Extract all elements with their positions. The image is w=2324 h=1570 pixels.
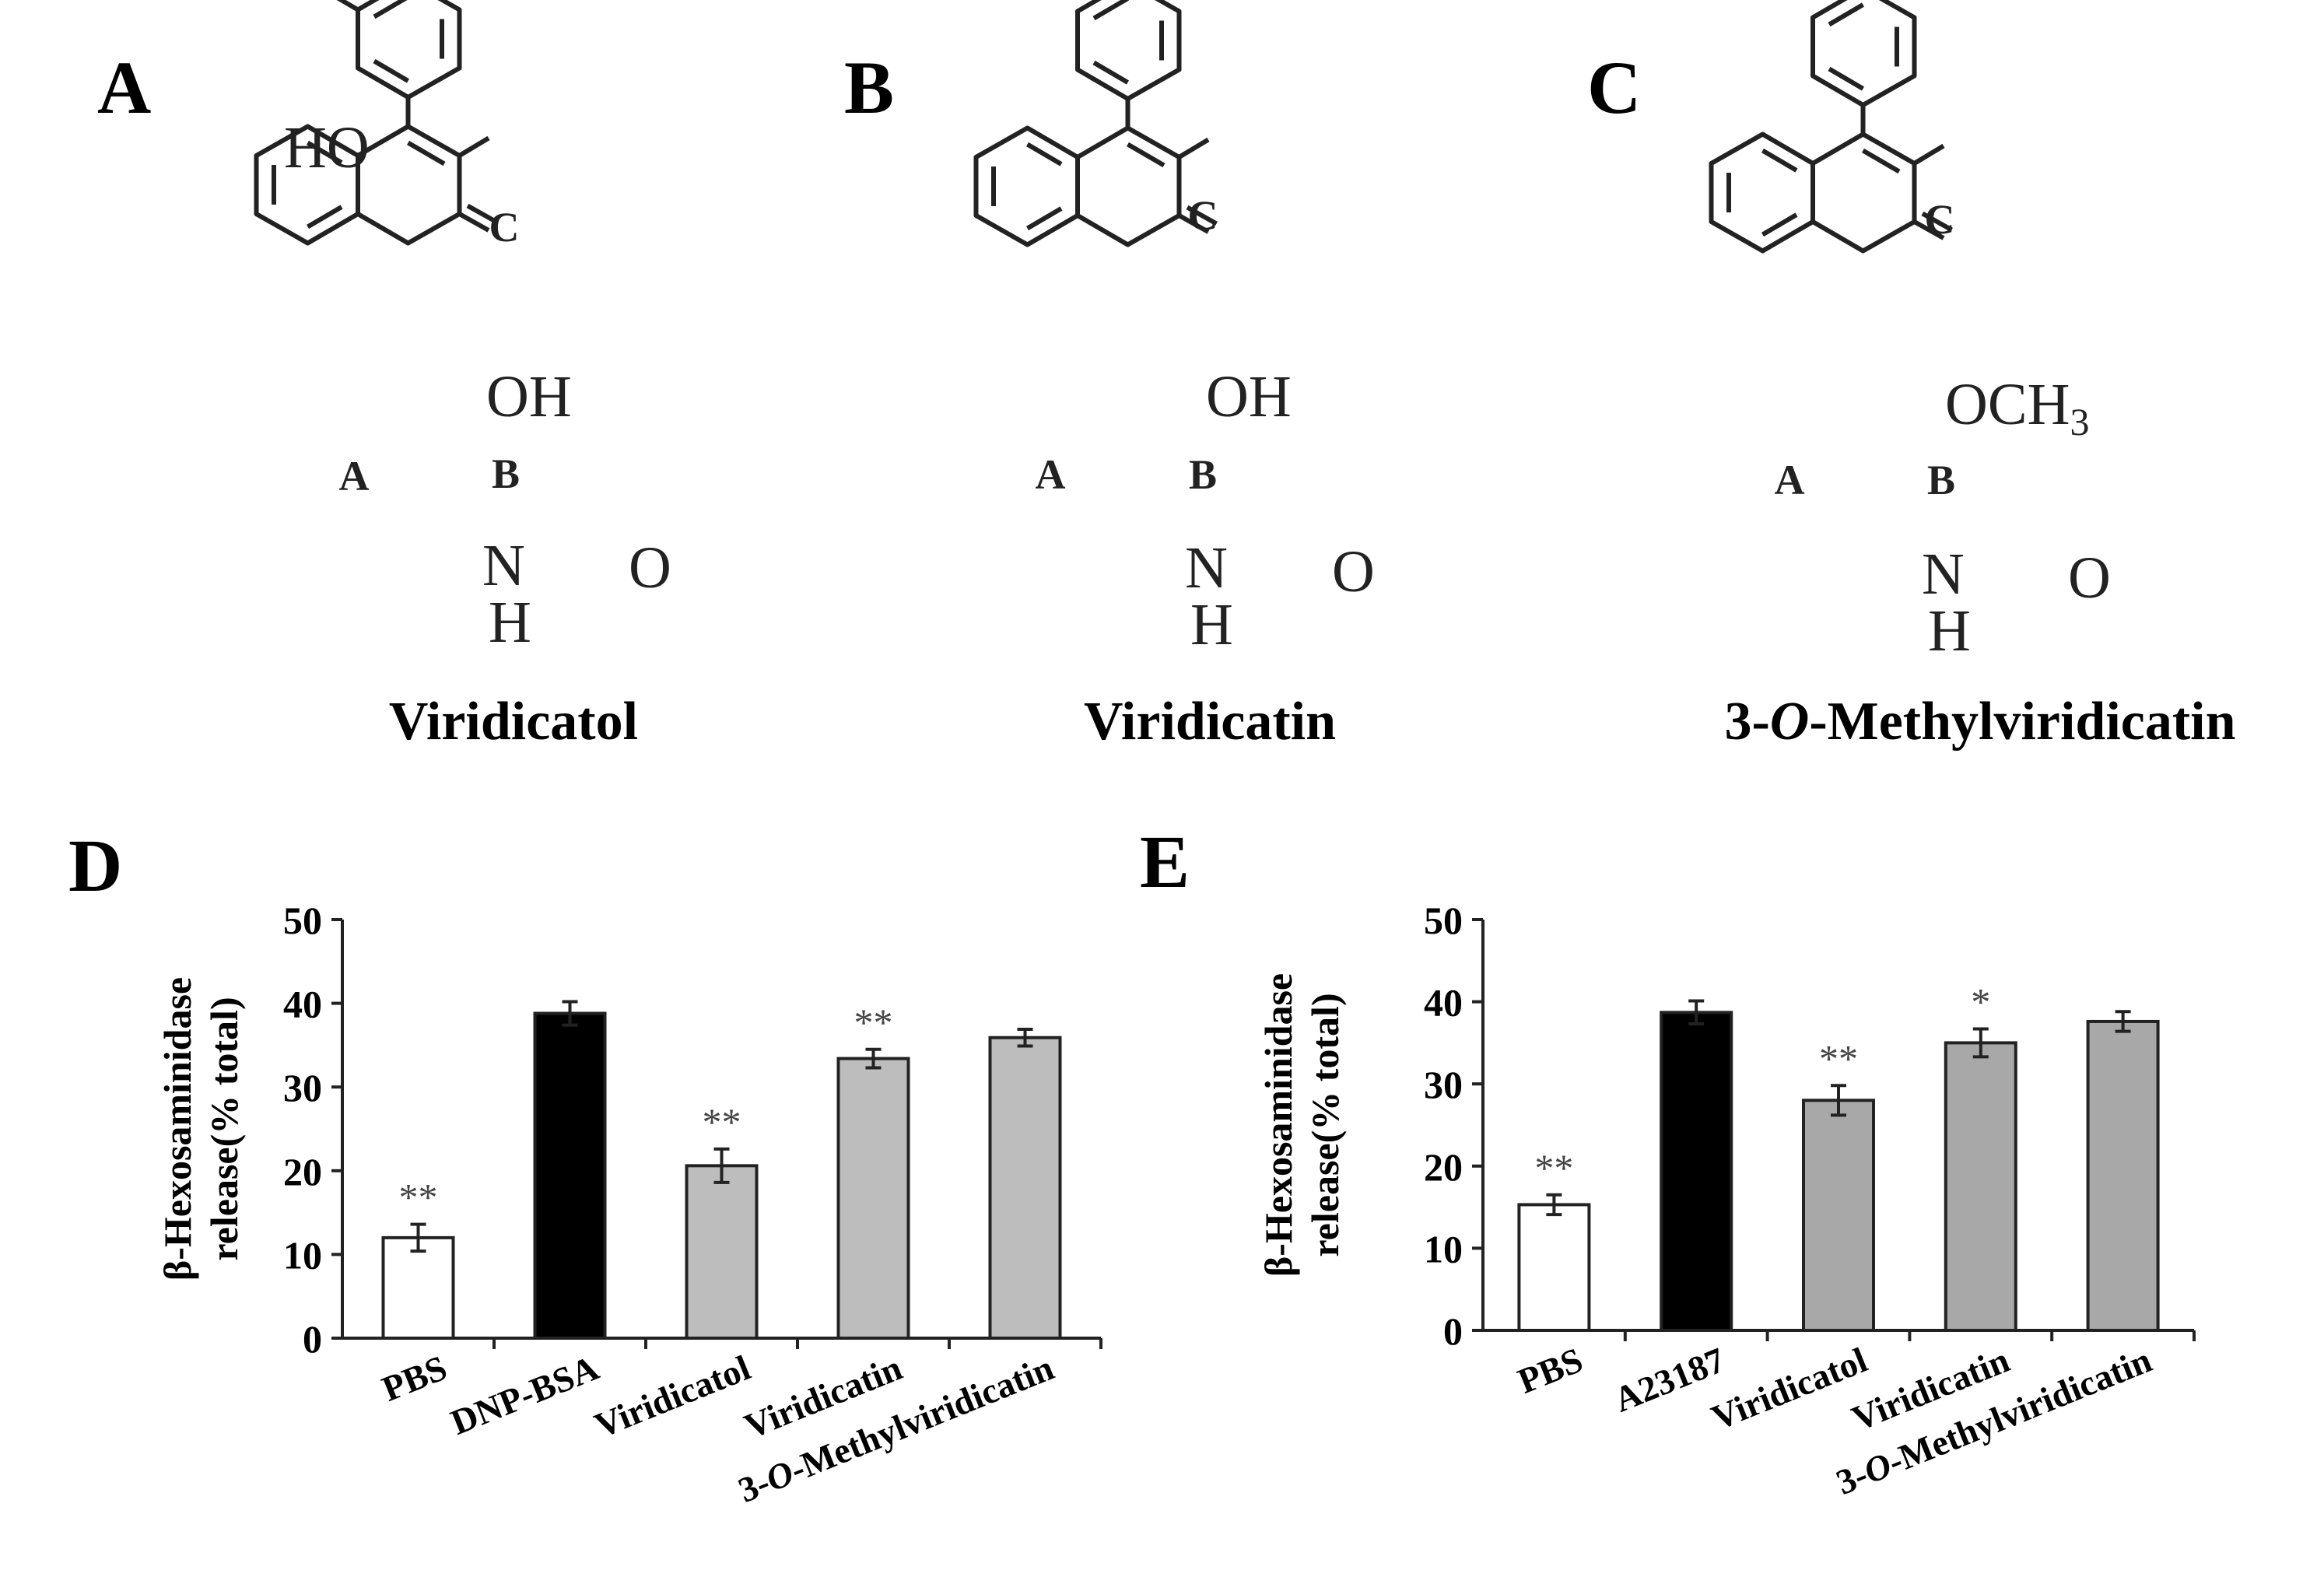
viridicatol-name: Viridicatol [389,692,638,752]
y-axis-label: β-Hexosaminidase [1257,973,1300,1277]
x-category-label: Viridicatol [589,1347,755,1446]
substituent-och: OCH [1945,372,2070,437]
y-tick-label: 0 [303,1317,322,1361]
substituent-subscript: 3 [2070,400,2089,443]
ring-nitrogen: N [1922,541,1965,607]
substituent-oh: OH [1206,364,1292,429]
phenyl-ring-c [1075,0,1182,101]
y-tick-label: 50 [1424,899,1463,942]
ring-label-c: C [1925,196,1955,243]
carbonyl-oxygen: O [629,535,671,601]
y-tick-label: 10 [283,1233,322,1277]
ring-label-b: B [1189,451,1217,498]
ring-label-a: A [339,453,370,499]
significance-label: ** [1819,1036,1858,1080]
c-ring-ho: HO [284,115,370,180]
ring-nitrogen: N [482,533,525,598]
panel-d-letter: D [68,824,122,907]
x-category-label: PBS [377,1347,452,1409]
panel-a-letter: A [97,46,151,129]
panel-d: D 0 10 20 30 40 50 β-Hexosaminidase release(% t… [68,824,1102,1510]
bar [836,1057,910,1340]
y-tick-label: 30 [283,1066,322,1109]
chart-e: 0 10 20 30 40 50 β-Hexosaminidase release(% tot… [1257,899,2196,1502]
y-axis-label: release(% total) [1303,993,1347,1256]
carbonyl-oxygen: O [1332,539,1375,605]
y-tick-label: 20 [1424,1145,1463,1189]
bar [381,1235,455,1340]
viridicatin-name: Viridicatin [1084,692,1336,752]
phenyl-ring-c [1810,0,1917,107]
y-tick-label: 40 [1424,981,1463,1025]
panel-b-letter: B [844,46,894,129]
methylviridicatin-name: 3-O-Methylviridicatin [1724,692,2235,752]
ring-label-c: C [1188,192,1218,239]
viridicatol-atoms: A B C OH HO O N H [284,115,671,655]
chart-d: 0 10 20 30 40 50 β-Hexosaminidase release(% tot… [156,899,1102,1510]
nitrogen-hydrogen: H [1928,598,1971,664]
significance-label: ** [399,1176,438,1219]
bar [1660,1011,1733,1332]
x-category-label: Viridicatol [1706,1340,1873,1438]
ring-label-a: A [1036,451,1066,498]
bar [1517,1203,1591,1332]
panel-a: A A B C OH HO O N H Vi [97,0,671,752]
significance-label: ** [703,1100,741,1144]
panel-c: C A B C OCH3 O N H [1587,0,2236,752]
y-tick-label: 0 [1443,1309,1463,1353]
viridicatol-structure [254,0,498,246]
x-category-label: PBS [1513,1340,1588,1401]
bar [533,1011,607,1340]
ring-nitrogen: N [1185,535,1228,601]
panel-b: B A B C OH O N H Viridicatin [844,0,1375,752]
x-category-label: DNP-BSA [445,1347,604,1442]
y-tick-label: 10 [1424,1227,1463,1270]
bar [685,1164,759,1340]
significance-label: ** [1534,1146,1573,1190]
nitrogen-hydrogen: H [489,590,531,655]
y-tick-label: 20 [283,1150,322,1193]
viridicatin-atoms: A B C OH O N H [1036,192,1375,657]
phenyl-ring-c [356,0,462,100]
significance-label: * [1971,979,1990,1023]
bar [988,1036,1062,1340]
y-axis-label: release(% total) [202,997,246,1260]
bar [2086,1019,2160,1332]
y-tick-label: 40 [283,983,322,1026]
substituent-oh: OH [486,364,572,429]
significance-label: ** [854,1001,893,1044]
ring-label-a: A [1775,457,1805,503]
viridicatin-structure [973,0,1218,247]
panel-e-letter: E [1140,820,1190,903]
carbonyl-oxygen: O [2068,545,2111,611]
panel-c-letter: C [1587,46,1641,129]
y-tick-label: 30 [1424,1063,1463,1106]
panel-e: E 0 10 20 30 40 50 β-Hexosaminidase release(% t… [1140,820,2196,1502]
ring-label-b: B [1927,457,1955,503]
ring-label-b: B [492,450,520,497]
methylviridicatin-atoms: A B C OCH3 O N H [1775,196,2111,664]
methylviridicatin-structure [1709,0,1953,254]
bar [1802,1099,1875,1332]
bar [1944,1041,2017,1333]
y-tick-label: 50 [283,899,322,942]
nitrogen-hydrogen: H [1190,592,1233,657]
y-axis-label: β-Hexosaminidase [156,977,199,1281]
substituent-och3: OCH3 [1945,372,2089,443]
ring-label-c: C [489,204,520,251]
